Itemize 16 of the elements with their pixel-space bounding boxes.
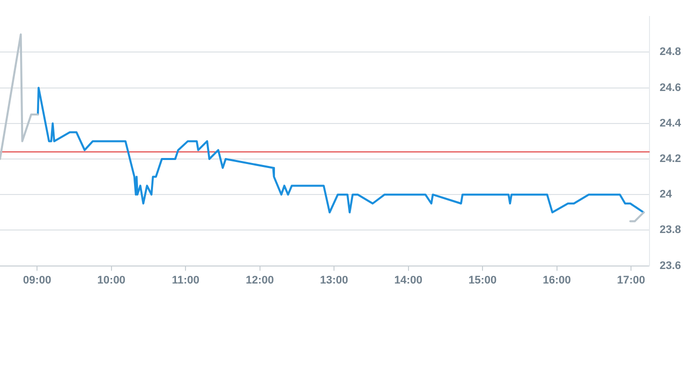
x-tick-label: 10:00 xyxy=(97,274,126,286)
x-tick-label: 12:00 xyxy=(246,274,274,286)
y-tick-label: 24.2 xyxy=(660,153,682,166)
x-tick-label: 14:00 xyxy=(394,274,422,286)
x-tick-label: 17:00 xyxy=(616,274,646,286)
y-tick-label: 24 xyxy=(660,188,673,201)
x-tick-label: 16:00 xyxy=(542,274,571,286)
x-tick-label: 15:00 xyxy=(468,274,497,286)
x-tick-label: 09:00 xyxy=(23,274,52,286)
y-tick-label: 23.8 xyxy=(660,224,682,236)
x-tick-label: 11:00 xyxy=(172,274,200,286)
y-tick-label: 24.8 xyxy=(660,46,682,58)
y-tick-label: 23.6 xyxy=(660,260,682,272)
y-tick-label: 24.4 xyxy=(660,117,682,130)
y-tick-label: 24.6 xyxy=(660,82,682,94)
x-tick-label: 13:00 xyxy=(320,274,348,286)
